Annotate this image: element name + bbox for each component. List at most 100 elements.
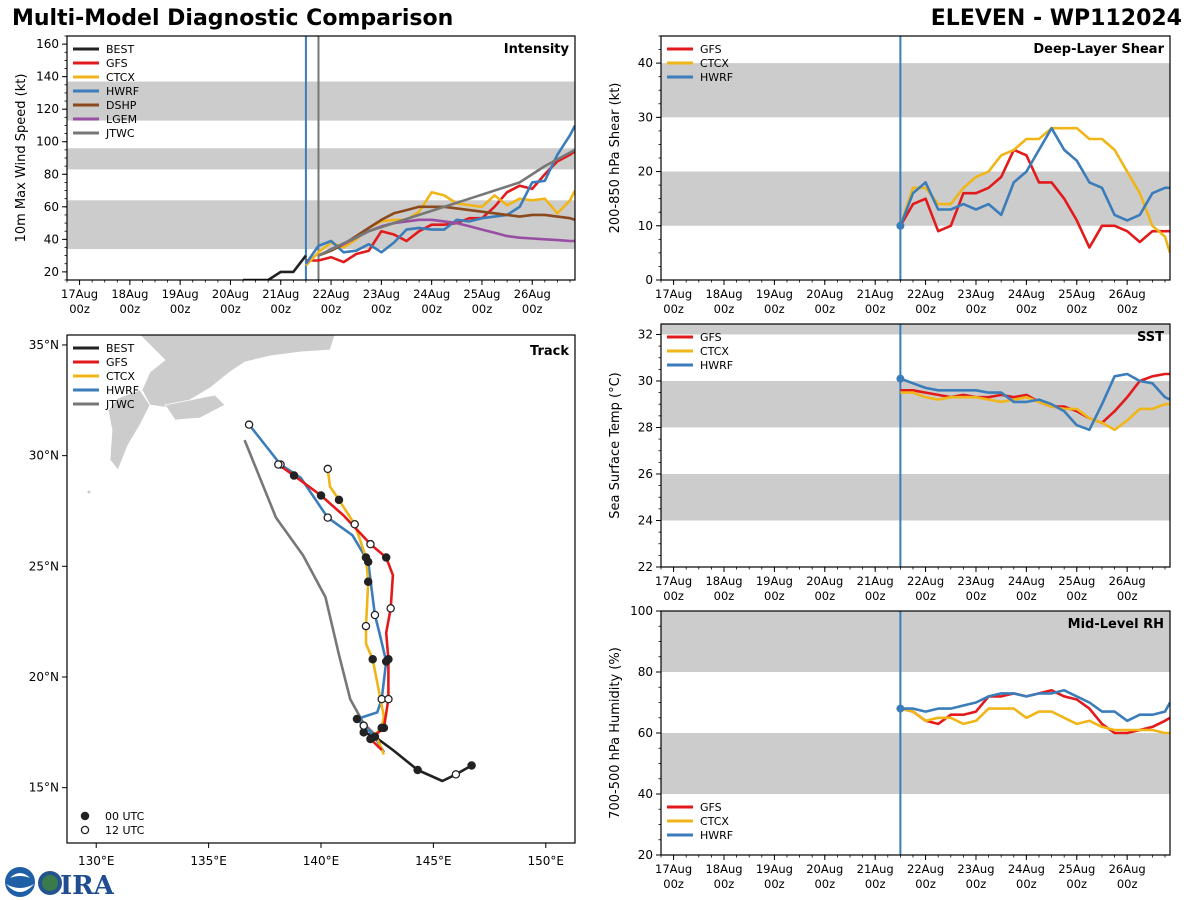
x-tick-label: 00z	[69, 302, 90, 316]
x-tick-label: 00z	[1117, 589, 1138, 603]
land	[87, 335, 336, 494]
track-gfs	[277, 463, 395, 751]
legend-label: JTWC	[105, 398, 135, 411]
x-tick-label: 00z	[865, 589, 886, 603]
x-tick-label: 00z	[966, 589, 987, 603]
legend-label: DSHP	[106, 99, 137, 112]
x-tick-label: 00z	[714, 302, 735, 316]
y-tick-label: 140	[36, 70, 59, 84]
x-tick-label: 00z	[663, 302, 684, 316]
x-tick-label: 22Aug	[907, 574, 944, 588]
marker-12utc	[384, 694, 393, 704]
panel-shear: 01020304017Aug00z18Aug00z19Aug00z20Aug00…	[608, 35, 1171, 316]
marker-12utc	[366, 539, 375, 549]
legend-label: GFS	[106, 57, 128, 70]
y-tick-label: 35°N	[29, 338, 59, 352]
x-tick-label: 21Aug	[857, 287, 894, 301]
marker-12utc	[451, 770, 461, 779]
marker-12utc	[323, 513, 332, 522]
y-tick-label: 120	[36, 102, 59, 116]
panel-title: Intensity	[504, 42, 570, 57]
legend-label: HWRF	[700, 829, 733, 842]
y-tick-label: 30	[638, 110, 653, 124]
x-tick-label: 25Aug	[1058, 862, 1095, 876]
y-axis-label: 700-500 hPa Humidity (%)	[608, 647, 623, 819]
marker-legend-label: 00 UTC	[105, 810, 145, 823]
series-dshp	[318, 205, 575, 257]
y-tick-label: 24	[638, 513, 653, 527]
y-tick-label: 40	[44, 232, 59, 246]
x-tick-label: 25Aug	[463, 287, 500, 301]
noaa-cira-logo-icon: IRA	[5, 867, 114, 898]
marker-00utc	[413, 765, 422, 775]
x-tick-label: 00z	[814, 302, 835, 316]
x-tick-label: 00z	[663, 589, 684, 603]
start-marker	[896, 704, 905, 713]
y-tick-label: 10	[638, 219, 653, 233]
x-tick-label: 18Aug	[111, 287, 148, 301]
x-tick-label: 23Aug	[957, 574, 994, 588]
x-tick-label: 00z	[966, 877, 987, 891]
x-tick-label: 00z	[714, 589, 735, 603]
marker-00utc	[352, 714, 362, 724]
x-tick-label: 00z	[865, 877, 886, 891]
y-tick-label: 26	[638, 467, 653, 481]
x-tick-label: 21Aug	[262, 287, 299, 301]
page-title: Multi-Model Diagnostic Comparison	[12, 6, 454, 31]
y-tick-label: 20	[638, 848, 653, 862]
series-hwrf	[899, 372, 1170, 432]
land-kyushu	[107, 389, 151, 471]
y-tick-label: 60	[638, 726, 653, 740]
panel-title: Mid-Level RH	[1068, 617, 1164, 632]
band	[67, 200, 575, 250]
legend-label: CTCX	[106, 71, 135, 84]
x-tick-label: 145°E	[415, 854, 452, 868]
x-tick-label: 19Aug	[756, 287, 793, 301]
x-tick-label: 00z	[1117, 302, 1138, 316]
x-tick-label: 00z	[1117, 877, 1138, 891]
x-tick-label: 24Aug	[1008, 862, 1045, 876]
x-tick-label: 24Aug	[413, 287, 450, 301]
x-tick-label: 23Aug	[363, 287, 400, 301]
x-tick-label: 00z	[915, 877, 936, 891]
marker-00utc	[334, 495, 344, 505]
x-tick-label: 00z	[1066, 877, 1087, 891]
y-tick-label: 0	[645, 273, 653, 287]
y-tick-label: 28	[638, 420, 653, 434]
x-tick-label: 23Aug	[957, 862, 994, 876]
marker-12utc	[80, 825, 90, 835]
band	[661, 733, 1170, 794]
x-tick-label: 150°E	[528, 854, 565, 868]
x-tick-label: 21Aug	[857, 862, 894, 876]
x-tick-label: 135°E	[190, 854, 227, 868]
track-jtwc	[243, 439, 376, 736]
y-tick-label: 100	[36, 135, 59, 149]
marker-12utc	[370, 610, 380, 620]
x-tick-label: 00z	[814, 589, 835, 603]
panel-track: 130°E 135°E 140°E 145°E 150°E 15°N 20°N 25°N 30°…	[29, 334, 576, 868]
x-tick-label: 17Aug	[61, 287, 98, 301]
band	[661, 611, 1170, 672]
x-tick-label: 20Aug	[806, 574, 843, 588]
y-tick-label: 15°N	[29, 781, 59, 795]
series-best	[243, 254, 307, 280]
legend-label: GFS	[700, 43, 722, 56]
x-tick-label: 00z	[764, 302, 785, 316]
x-tick-label: 130°E	[78, 854, 115, 868]
band	[67, 148, 575, 170]
band	[661, 473, 1170, 521]
marker-00utc	[80, 811, 90, 821]
x-tick-label: 00z	[814, 877, 835, 891]
marker-00utc	[379, 723, 389, 733]
legend-label: GFS	[106, 356, 128, 369]
x-tick-label: 00z	[714, 877, 735, 891]
y-tick-label: 160	[36, 37, 59, 51]
start-marker	[896, 374, 905, 383]
marker-00utc	[366, 734, 375, 744]
x-tick-label: 00z	[270, 302, 291, 316]
marker-12utc	[361, 621, 371, 631]
x-tick-label: 20Aug	[806, 862, 843, 876]
band	[661, 171, 1170, 226]
